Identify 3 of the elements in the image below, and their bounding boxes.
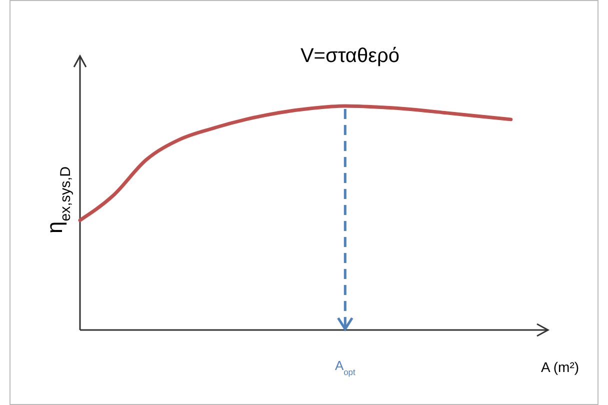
x-axis-title: A (m²) <box>540 359 580 375</box>
chart-title: V=σταθερό <box>300 45 400 67</box>
text: A$_{opt}$ <box>334 358 356 377</box>
